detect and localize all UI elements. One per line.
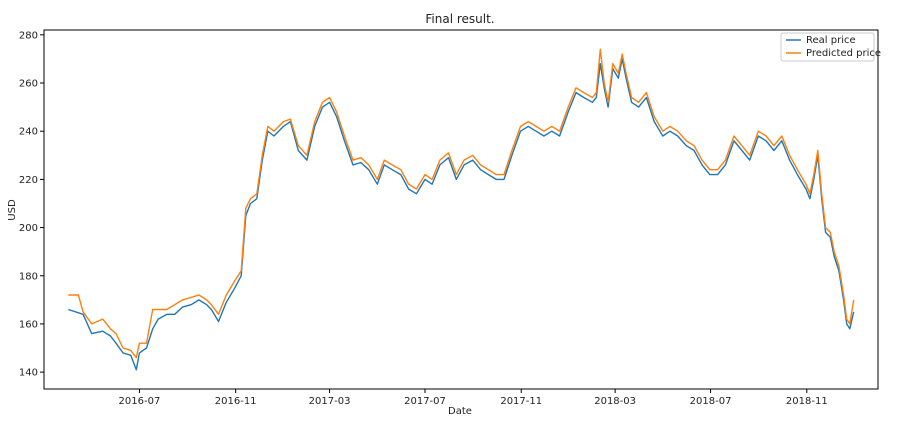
y-tick-label: 260: [19, 79, 38, 90]
x-tick-label: 2017-11: [500, 396, 542, 407]
x-tick-label: 2017-07: [404, 396, 446, 407]
y-tick-label: 280: [19, 30, 38, 41]
y-axis-label: USD: [7, 199, 18, 221]
series-line-real-price: [68, 58, 855, 371]
plot-area: [43, 29, 879, 390]
y-tick-label: 160: [19, 319, 38, 330]
x-tick-label: 2018-11: [786, 396, 828, 407]
x-tick-label: 2018-03: [594, 396, 636, 407]
legend-label-predicted-price: Predicted price: [806, 48, 881, 59]
y-tick-label: 200: [19, 223, 38, 234]
x-tick-label: 2016-07: [119, 396, 161, 407]
x-tick-label: 2016-11: [215, 396, 257, 407]
y-tick-label: 240: [19, 127, 38, 138]
legend: Real price Predicted price: [780, 32, 881, 62]
series-layer: [68, 48, 855, 371]
legend-frame: [780, 32, 875, 62]
y-axis: 140 160 180 200 220 240 260 280: [19, 30, 44, 379]
series-line-predicted-price: [68, 48, 855, 359]
x-axis: 2016-07 2016-11 2017-03 2017-07 2017-11 2018-…: [119, 389, 828, 407]
y-tick-label: 140: [19, 368, 38, 379]
x-tick-label: 2018-07: [690, 396, 732, 407]
y-tick-label: 180: [19, 271, 38, 282]
legend-label-real-price: Real price: [806, 35, 856, 46]
chart-title: Final result.: [425, 12, 494, 26]
x-axis-label: Date: [448, 406, 472, 417]
x-tick-label: 2017-03: [309, 396, 351, 407]
y-tick-label: 220: [19, 175, 38, 186]
